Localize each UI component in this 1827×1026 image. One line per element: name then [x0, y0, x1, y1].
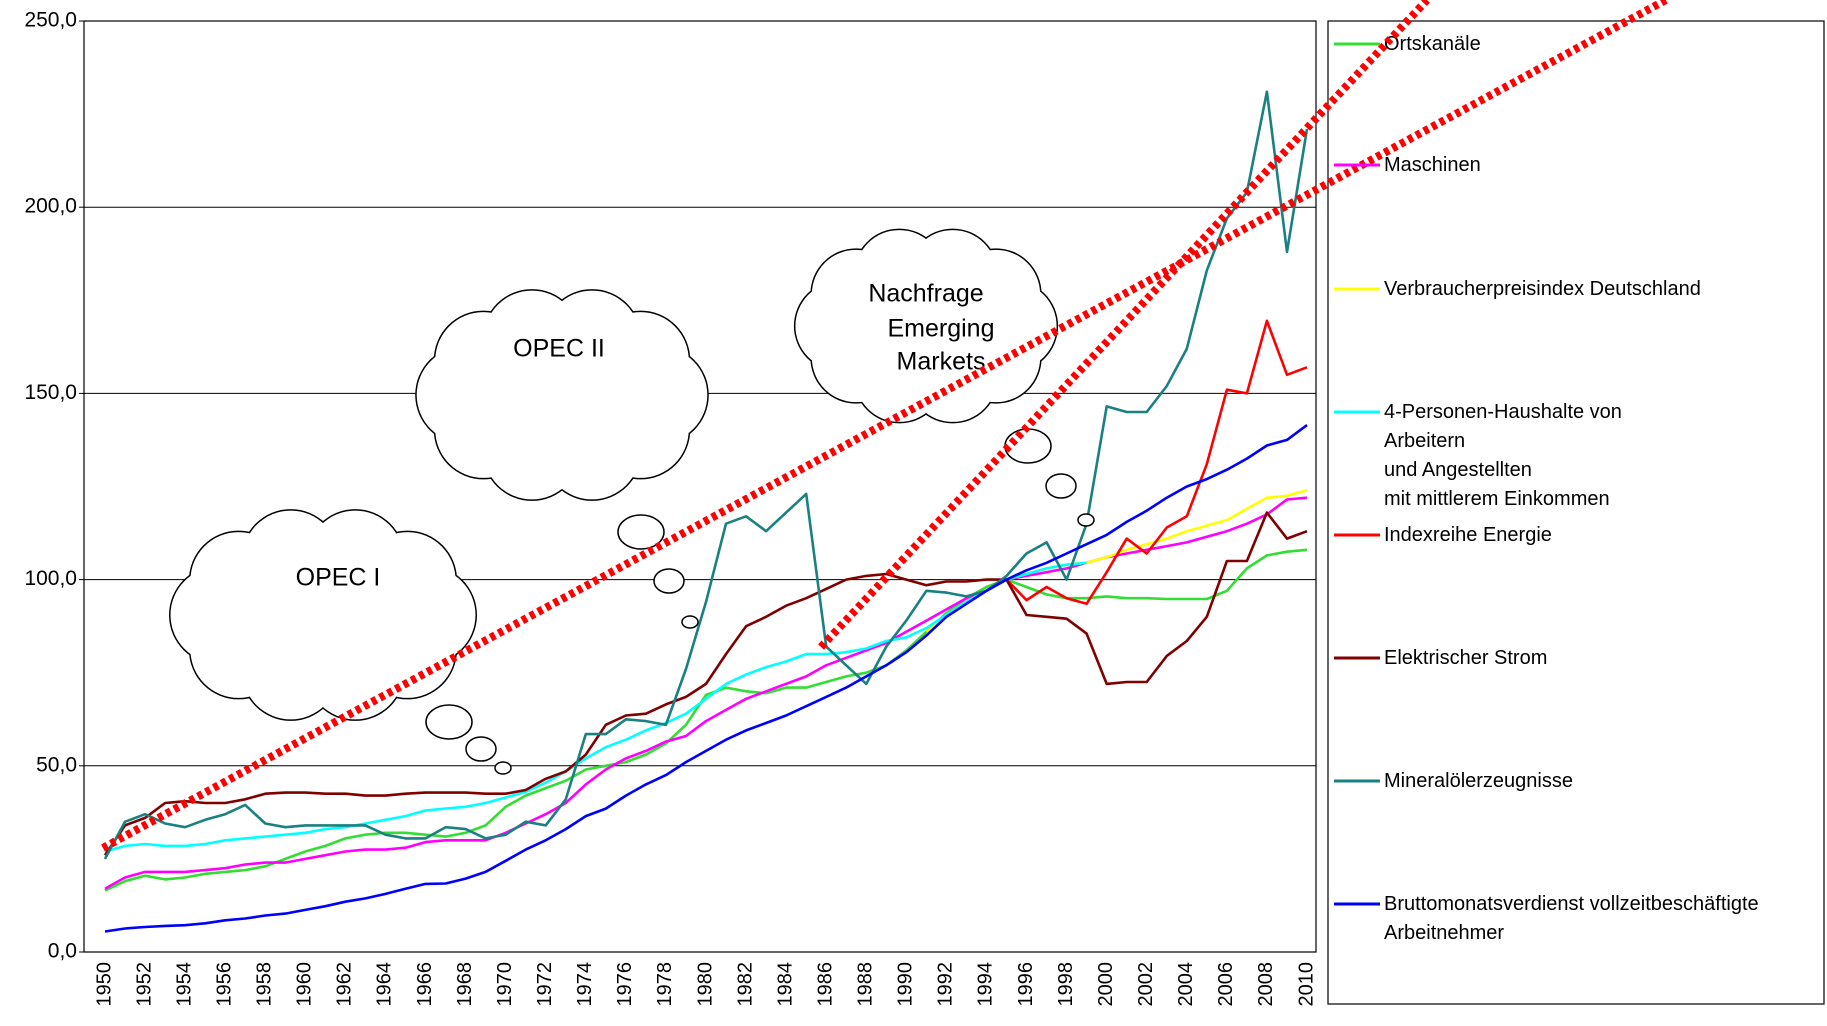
x-tick-label: 1990 [895, 962, 917, 1007]
x-tick-label: 1984 [774, 962, 796, 1007]
x-tick-label: 1956 [213, 962, 235, 1007]
annotation: Markets [897, 348, 986, 376]
x-tick-label: 1960 [294, 962, 316, 1007]
x-tick-label: 1962 [334, 962, 356, 1007]
annotation: Nachfrage [868, 280, 983, 308]
thought-bubble [682, 616, 698, 628]
legend-box [1328, 21, 1824, 1004]
thought-bubble [1005, 429, 1051, 463]
x-tick-label: 2006 [1215, 962, 1237, 1007]
thought-bubble [495, 762, 511, 774]
thought-bubble [1046, 474, 1076, 498]
cloud [169, 509, 477, 721]
x-tick-label: 1954 [173, 962, 195, 1007]
x-tick-label: 1986 [814, 962, 836, 1007]
thought-bubble [654, 569, 684, 593]
x-tick-label: 1998 [1055, 962, 1077, 1007]
y-tick-label: 250,0 [24, 9, 77, 32]
x-tick-label: 2004 [1175, 962, 1197, 1007]
x-tick-label: 1968 [454, 962, 476, 1007]
thought-bubble [466, 737, 496, 761]
series-line [926, 490, 1307, 632]
annotation: OPEC I [296, 564, 381, 592]
annotation: OPEC II [513, 335, 605, 363]
x-tick-label: 1964 [374, 962, 396, 1007]
chart: 0,0 50,0 100,0 150,0 200,0 250,0 1950 1952 1954 1… [0, 0, 1827, 1026]
page: {"chart_data": {"type": "line", "categor… [0, 0, 1827, 1026]
x-tick-label: 1994 [975, 962, 997, 1007]
thought-bubble [426, 705, 472, 739]
x-tick-label: 1958 [254, 962, 276, 1007]
x-tick-label: 1974 [574, 962, 596, 1007]
x-tick-label: 1976 [614, 962, 636, 1007]
x-tick-label: 2008 [1255, 962, 1277, 1007]
x-tick-label: 1988 [855, 962, 877, 1007]
y-tick-label: 200,0 [24, 195, 77, 218]
x-tick-label: 1996 [1015, 962, 1037, 1007]
x-tick-label: 2002 [1135, 962, 1157, 1007]
x-tick-label: 1950 [93, 962, 115, 1007]
trend-lines [103, 0, 1666, 848]
x-tick-label: 1980 [694, 962, 716, 1007]
trend-line [103, 0, 1666, 848]
thought-bubble [1078, 514, 1094, 526]
y-tick-label: 100,0 [24, 567, 77, 590]
x-tick-label: 1952 [133, 962, 155, 1007]
x-tick-label: 1970 [494, 962, 516, 1007]
cloud [415, 289, 709, 501]
y-tick-label: 50,0 [36, 753, 77, 776]
x-tick-label: 2010 [1295, 962, 1317, 1007]
x-tick-label: 1992 [935, 962, 957, 1007]
y-tick-label: 150,0 [24, 381, 77, 404]
x-tick-label: 1966 [414, 962, 436, 1007]
plot-frame [84, 21, 1316, 952]
x-tick-label: 1982 [734, 962, 756, 1007]
y-tick-label: 0,0 [48, 940, 77, 963]
x-tick-label: 2000 [1095, 962, 1117, 1007]
annotation: Emerging [888, 315, 995, 343]
x-tick-label: 1972 [534, 962, 556, 1007]
x-tick-label: 1978 [654, 962, 676, 1007]
